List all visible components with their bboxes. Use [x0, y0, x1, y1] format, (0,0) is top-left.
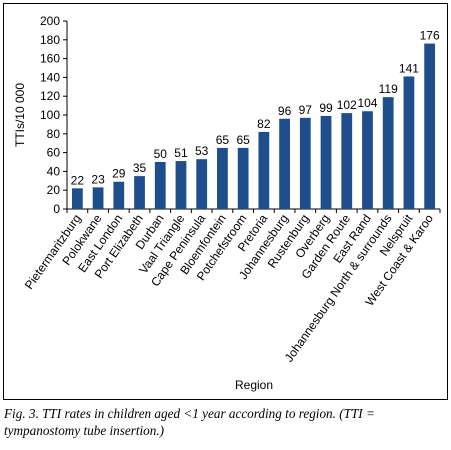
y-tick-label: 120	[40, 89, 60, 103]
data-label: 29	[112, 167, 126, 181]
y-tick-label: 40	[47, 164, 61, 178]
bar	[71, 188, 83, 209]
data-label: 99	[319, 101, 333, 115]
y-axis-label: TTIs/10 000	[13, 83, 27, 147]
bar	[403, 76, 415, 210]
data-label: 97	[299, 103, 313, 117]
data-label: 53	[195, 144, 209, 158]
y-tick-label: 80	[47, 127, 61, 141]
y-tick-label: 0	[53, 202, 60, 216]
bar	[382, 97, 394, 209]
data-label: 141	[399, 61, 419, 75]
y-tick-label: 200	[40, 14, 60, 28]
y-tick-label: 60	[47, 146, 61, 160]
data-label: 104	[357, 96, 377, 110]
bar	[341, 113, 353, 209]
figure-caption: Fig. 3. TTI rates in children aged <1 ye…	[4, 406, 375, 438]
bar	[154, 162, 166, 209]
data-label: 50	[154, 147, 168, 161]
bar	[424, 43, 436, 210]
y-tick-label: 180	[40, 33, 60, 47]
y-tick-label: 20	[47, 183, 61, 197]
y-tick-label: 140	[40, 70, 60, 84]
data-label: 176	[420, 29, 440, 43]
data-label: 96	[278, 104, 292, 118]
data-label: 65	[236, 133, 250, 147]
bar	[134, 176, 145, 209]
bar	[362, 111, 373, 209]
bar	[320, 115, 332, 209]
data-label: 102	[337, 98, 357, 112]
bar-chart: 02040608010012014016018020022Pietermarit…	[13, 14, 441, 392]
data-label: 119	[379, 82, 398, 96]
x-axis-label: Region	[235, 378, 273, 392]
data-label: 82	[257, 117, 271, 131]
bar	[175, 161, 187, 209]
bar	[299, 117, 311, 209]
bar	[217, 147, 228, 209]
bar	[113, 181, 125, 209]
data-label: 51	[174, 146, 188, 160]
data-label: 23	[91, 172, 105, 186]
data-label: 65	[216, 133, 230, 147]
data-label: 22	[71, 173, 85, 187]
bar	[279, 118, 290, 209]
bar	[258, 131, 270, 209]
bar	[92, 187, 104, 209]
y-tick-label: 100	[40, 108, 60, 122]
y-tick-label: 160	[40, 52, 60, 66]
bar	[196, 159, 208, 209]
chart-frame: 0 20 40 60 80 100 120 140 160 180 200 22 Pietermarit…	[3, 3, 448, 400]
bar	[237, 147, 249, 209]
data-label: 35	[133, 161, 147, 175]
